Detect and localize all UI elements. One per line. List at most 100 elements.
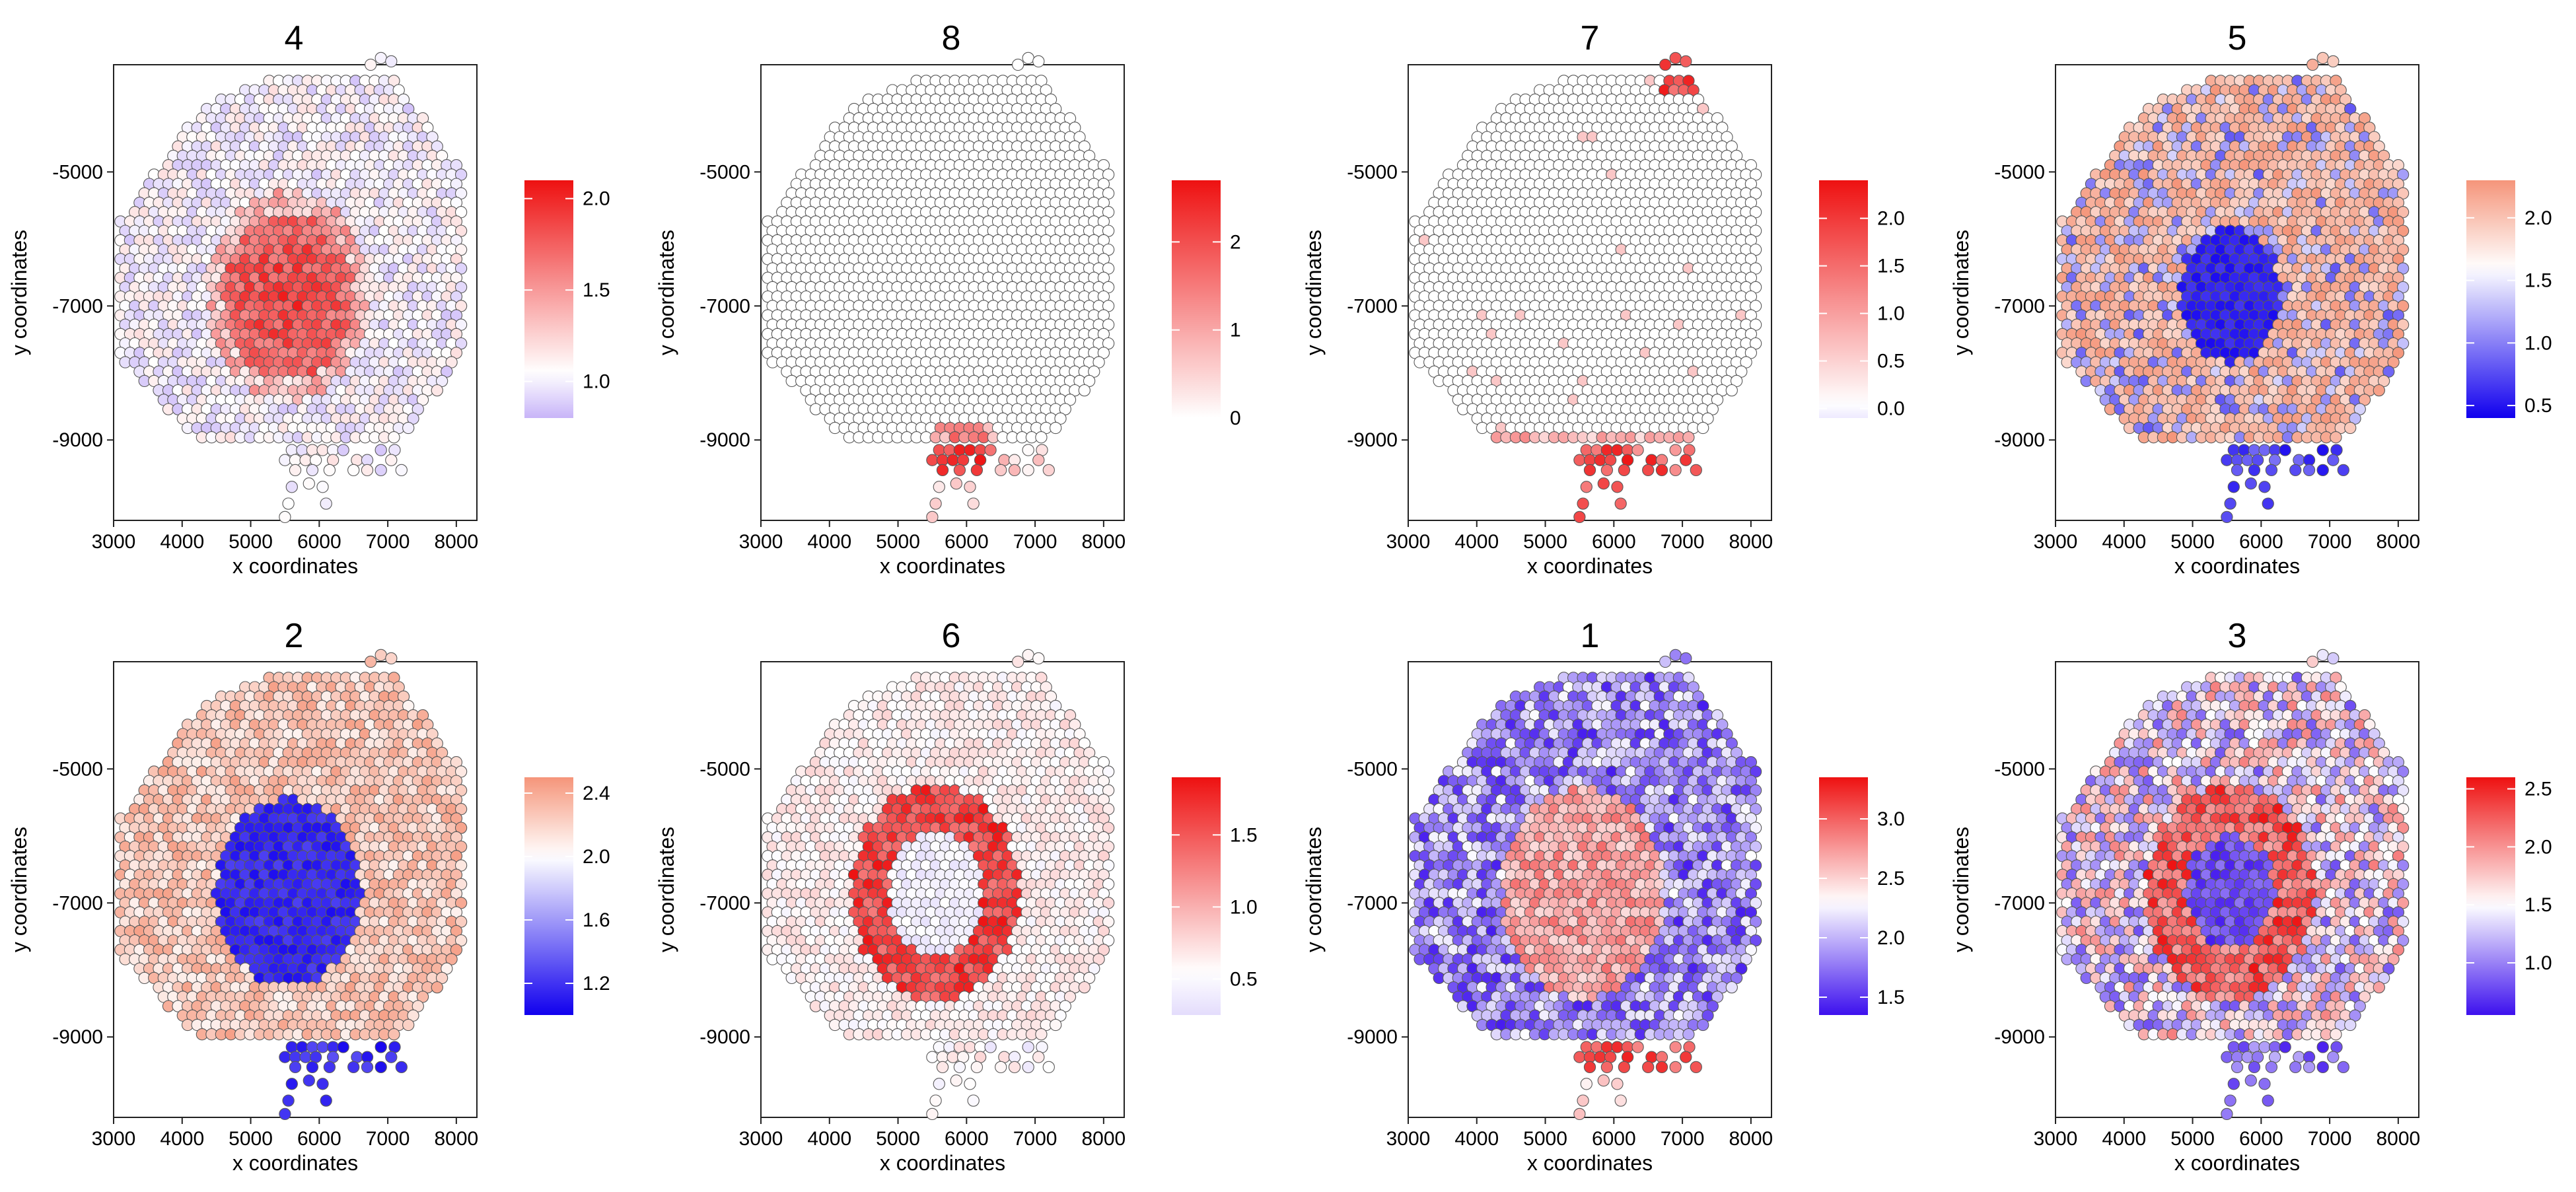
data-point xyxy=(1690,464,1701,475)
data-point xyxy=(279,511,291,522)
data-point xyxy=(351,454,363,466)
data-point xyxy=(975,444,986,456)
data-point xyxy=(1036,432,1047,443)
data-point xyxy=(995,464,1007,475)
x-tick-label: 4000 xyxy=(1454,531,1499,553)
data-point xyxy=(1601,444,1612,456)
data-point xyxy=(396,464,407,475)
data-point xyxy=(303,478,314,489)
data-point xyxy=(1043,464,1054,475)
data-point xyxy=(375,52,386,63)
x-tick-label: 3000 xyxy=(739,531,783,553)
data-point xyxy=(1622,454,1633,466)
data-point xyxy=(958,454,969,466)
data-point xyxy=(375,464,386,475)
colorbar xyxy=(1819,180,1868,418)
data-point xyxy=(386,55,397,67)
data-point xyxy=(1670,464,1681,475)
data-point xyxy=(968,498,979,509)
data-point xyxy=(386,454,397,466)
data-point xyxy=(306,464,318,475)
colorbar-tick-label: 2 xyxy=(1230,231,1241,253)
x-tick-label: 6000 xyxy=(945,531,989,553)
data-point xyxy=(1660,59,1671,70)
data-point xyxy=(1584,464,1595,475)
y-tick-label: -7000 xyxy=(1347,295,1398,317)
data-point xyxy=(933,444,945,456)
data-point xyxy=(2345,422,2356,433)
colorbar xyxy=(524,180,573,418)
x-tick-label: 5000 xyxy=(229,531,273,553)
data-point xyxy=(927,454,938,466)
data-point xyxy=(944,444,955,456)
data-point xyxy=(297,444,308,456)
data-point xyxy=(1033,454,1044,466)
x-axis-label: x coordinates xyxy=(233,554,358,578)
colorbar-tick-label: 0.0 xyxy=(1877,398,1905,420)
colorbar-tick-label: 1.0 xyxy=(583,371,610,393)
data-point xyxy=(937,454,948,466)
colorbar xyxy=(1172,180,1221,418)
data-point xyxy=(361,454,373,466)
data-point xyxy=(1656,454,1667,466)
data-point xyxy=(954,464,965,475)
data-point xyxy=(310,454,322,466)
panel-title: 4 xyxy=(285,19,304,57)
data-point xyxy=(1022,464,1034,475)
x-tick-label: 4000 xyxy=(807,531,851,553)
x-tick-label: 7000 xyxy=(1013,531,1057,553)
data-point xyxy=(1584,454,1595,466)
data-point xyxy=(283,498,294,509)
data-point xyxy=(1622,444,1633,456)
colorbar-tick-label: 1.5 xyxy=(583,279,610,301)
data-point xyxy=(388,432,400,443)
data-point xyxy=(1656,464,1667,475)
data-point xyxy=(1036,444,1048,456)
data-point xyxy=(1033,55,1044,67)
x-tick-label: 8000 xyxy=(434,531,478,553)
data-point xyxy=(1632,444,1643,456)
data-point xyxy=(1577,498,1589,509)
data-point xyxy=(306,444,318,456)
data-point xyxy=(1680,454,1692,466)
data-point xyxy=(431,385,443,396)
data-point xyxy=(930,498,941,509)
data-point xyxy=(1574,454,1585,466)
x-tick-label: 4000 xyxy=(160,531,204,553)
panel-title: 7 xyxy=(1581,19,1600,57)
y-axis-label: y coordinates xyxy=(1302,230,1326,355)
y-tick-label: -7000 xyxy=(699,295,750,317)
data-point xyxy=(1643,464,1654,475)
data-point xyxy=(950,478,962,489)
data-point xyxy=(1581,444,1592,456)
data-point xyxy=(2373,385,2384,396)
data-point xyxy=(1726,385,1737,396)
colorbar-tick-label: 1.0 xyxy=(1877,303,1905,325)
data-point xyxy=(320,498,332,509)
x-tick-label: 7000 xyxy=(366,531,410,553)
data-point xyxy=(1022,52,1034,63)
y-tick-label: -5000 xyxy=(52,161,103,183)
colorbar-tick-label: 2.0 xyxy=(1877,208,1905,230)
data-point xyxy=(1022,444,1034,456)
x-tick-label: 3000 xyxy=(1386,531,1431,553)
panel-title: 8 xyxy=(942,19,961,57)
data-point xyxy=(328,444,339,456)
y-axis-label: y coordinates xyxy=(655,230,678,355)
y-tick-label: -9000 xyxy=(1347,429,1398,451)
data-point xyxy=(1680,55,1692,67)
x-tick-label: 6000 xyxy=(297,531,341,553)
data-point xyxy=(1618,464,1629,475)
colorbar-tick-label: 0 xyxy=(1230,407,1241,429)
data-point xyxy=(1670,52,1681,63)
data-point xyxy=(317,444,328,456)
data-point xyxy=(999,454,1010,466)
data-point xyxy=(933,481,945,493)
data-point xyxy=(279,454,291,466)
data-point xyxy=(317,481,328,493)
data-point xyxy=(985,444,996,456)
